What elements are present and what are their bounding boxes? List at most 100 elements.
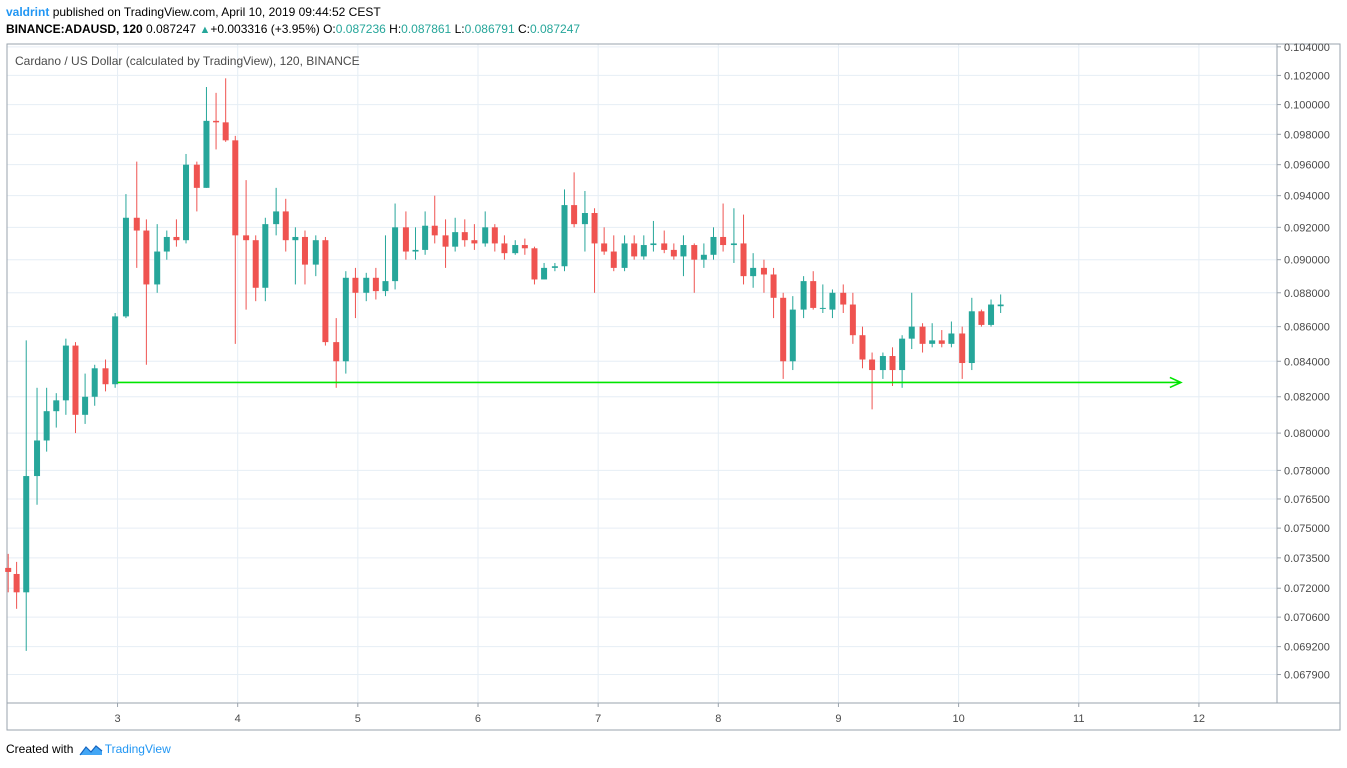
candle-down [102, 359, 109, 392]
candle-body [581, 212, 588, 225]
support-line[interactable] [117, 376, 1183, 389]
candle-body [203, 120, 210, 188]
candle-up [312, 235, 319, 277]
candle-up [551, 262, 558, 272]
candle-up [292, 227, 299, 285]
candle-body [631, 243, 638, 257]
candle-body [491, 227, 498, 244]
candle-body [819, 307, 826, 309]
time-axis[interactable]: 3 4 5 6 7 8 9 10 11 12 [114, 703, 1205, 725]
candle-body [402, 227, 409, 252]
chart-title: Cardano / US Dollar (calculated by Tradi… [15, 54, 360, 68]
candle-up [680, 235, 687, 277]
candle-body [312, 240, 319, 265]
price-axis[interactable]: 0.104000 0.102000 0.100000 0.098000 0.096000… [1277, 42, 1330, 682]
candle-down [222, 78, 229, 142]
candle-body [959, 333, 966, 364]
close-value: 0.087247 [530, 22, 581, 36]
candle-body [91, 368, 98, 397]
candle-up [640, 235, 647, 260]
candle-down [740, 214, 747, 285]
candle-down [571, 172, 578, 228]
candle-up [154, 224, 161, 293]
high-label: H: [389, 22, 402, 36]
last-price: 0.087247 [146, 22, 197, 36]
candle-body [889, 356, 896, 371]
low-label: L: [454, 22, 465, 36]
grid [7, 44, 1277, 703]
footer: Created with TradingView [6, 742, 171, 757]
candle-body [292, 236, 299, 241]
candle-body [691, 245, 698, 260]
candle-up [948, 321, 955, 348]
y-tick-label: 0.088000 [1284, 288, 1330, 300]
candle-body [938, 340, 945, 344]
x-tick-label: 12 [1193, 713, 1205, 725]
candle-up [800, 276, 807, 319]
candle-up [908, 292, 915, 350]
candle-down [282, 198, 289, 252]
candle-body [988, 304, 995, 325]
candle-body [601, 243, 608, 252]
candle-down [670, 243, 677, 260]
candle-body [23, 476, 30, 593]
time-axis-border [6, 702, 1341, 731]
y-tick-label: 0.086000 [1284, 322, 1330, 334]
candle-body [810, 281, 817, 308]
candle-body [183, 164, 190, 241]
candle-up [183, 153, 190, 244]
candle-down [869, 352, 876, 410]
candle-body [232, 140, 239, 236]
candle-body [670, 249, 677, 257]
candle-body [133, 217, 140, 231]
price-chart[interactable]: Cardano / US Dollar (calculated by Tradi… [0, 0, 1347, 740]
tradingview-logo-icon [79, 744, 103, 756]
candle-down [770, 267, 777, 319]
candle-body [82, 396, 89, 415]
candle-body [102, 368, 109, 385]
candle-body [879, 356, 886, 371]
candle-down [919, 323, 926, 353]
close-label: C: [518, 22, 530, 36]
x-tick-label: 6 [475, 713, 481, 725]
candle-body [908, 326, 915, 339]
candle-body [661, 243, 668, 250]
candle-body [780, 297, 787, 362]
candle-down [232, 135, 239, 344]
candle-body [740, 243, 747, 277]
candle-body [800, 281, 807, 310]
candle-body [621, 243, 628, 268]
candle-body [422, 225, 429, 250]
published-text: published on TradingView.com, April 10, … [52, 5, 381, 19]
candle-body [849, 304, 856, 336]
y-tick-label: 0.069200 [1284, 642, 1330, 654]
candle-body [859, 335, 866, 360]
candle-body [154, 251, 161, 285]
high-value: 0.087861 [401, 22, 452, 36]
candle-down [133, 161, 140, 268]
candle-down [610, 235, 617, 272]
candle-body [342, 277, 349, 362]
candle-body [770, 274, 777, 298]
candle-down [959, 326, 966, 379]
symbol-info-bar: BINANCE:ADAUSD, 120 0.087247 ▲+0.003316 … [6, 22, 580, 36]
y-tick-label: 0.092000 [1284, 222, 1330, 234]
candle-up [203, 87, 210, 188]
candle-down [431, 195, 438, 244]
y-tick-label: 0.104000 [1284, 42, 1330, 54]
tradingview-brand-link[interactable]: TradingView [104, 742, 171, 756]
candle-body [34, 440, 41, 477]
candle-up [561, 189, 568, 272]
x-tick-label: 10 [952, 713, 964, 725]
candle-body [112, 316, 119, 385]
candle-up [829, 289, 836, 319]
publish-info: valdrint published on TradingView.com, A… [6, 5, 381, 19]
candle-down [601, 227, 608, 255]
x-tick-label: 4 [235, 713, 241, 725]
candle-body [13, 573, 20, 593]
author-link[interactable]: valdrint [6, 5, 50, 19]
candle-body [412, 249, 419, 252]
candle-body [720, 236, 727, 246]
candle-down [760, 259, 767, 293]
candle-up [750, 253, 757, 288]
